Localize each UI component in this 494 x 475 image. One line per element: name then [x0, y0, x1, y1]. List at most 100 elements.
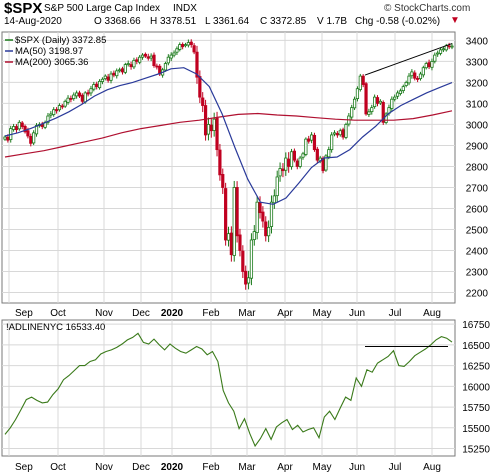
- price-candle-body: [241, 250, 245, 272]
- price-candle-body: [249, 239, 254, 279]
- price-candle-body: [324, 155, 328, 171]
- price-candle-body: [129, 64, 133, 68]
- price-candle-body: [424, 63, 428, 69]
- breadth-ytick-label: 16750: [462, 320, 490, 331]
- breadth-xtick-label: Dec: [132, 462, 150, 473]
- price-candle-body: [261, 211, 265, 222]
- price-xtick-label: Mar: [238, 308, 256, 319]
- price-xtick-label: Jun: [349, 308, 365, 319]
- price-ytick-label: 2400: [466, 246, 489, 257]
- price-candle-body: [373, 96, 377, 107]
- price-candle-body: [292, 150, 297, 161]
- price-candle-body: [103, 75, 107, 80]
- price-candle-body: [278, 168, 282, 177]
- chart-header: $SPX S&P 500 Large Cap Index INDX © Stoc…: [0, 0, 494, 32]
- price-candle-body: [29, 136, 33, 144]
- breadth-ytick-label: 15500: [462, 424, 490, 435]
- ma200-line: [4, 110, 453, 158]
- price-candle-body: [215, 117, 219, 151]
- price-candle-body: [92, 84, 96, 90]
- price-xtick-label: 2020: [161, 308, 184, 319]
- price-candle-body: [209, 124, 213, 132]
- price-candle-body: [120, 68, 125, 73]
- price-candle-body: [352, 98, 357, 109]
- price-candle-body: [413, 72, 417, 79]
- price-panel: 2200 2300 2400 2500 2600 2700 2800 2900 3000 3100…: [1, 31, 489, 319]
- price-candle-body: [232, 187, 236, 256]
- price-candle-body: [63, 100, 67, 107]
- price-candle-body: [393, 96, 397, 100]
- price-candle-body: [436, 52, 440, 55]
- price-xtick-label: Feb: [202, 308, 220, 319]
- price-candle-body: [407, 75, 411, 84]
- price-candle-body: [361, 75, 365, 85]
- price-candle-body: [86, 92, 90, 95]
- adline-line: [4, 332, 453, 448]
- price-candle-body: [433, 54, 437, 62]
- price-candle-body: [132, 59, 136, 68]
- price-candle-body: [72, 94, 76, 99]
- price-candle-body: [169, 54, 173, 59]
- price-candle-body: [34, 125, 39, 135]
- price-candle-body: [418, 73, 423, 80]
- price-candle-body: [80, 94, 84, 102]
- price-candle-body: [178, 44, 182, 50]
- price-xtick-label: Jul: [389, 308, 402, 319]
- price-candle-body: [149, 55, 153, 59]
- price-candle-body: [195, 51, 199, 78]
- breadth-xtick-label: Jul: [389, 462, 402, 473]
- stockcharts-brand[interactable]: © StockCharts.com: [384, 3, 471, 14]
- price-candle-body: [20, 122, 24, 127]
- price-candle-body: [143, 53, 148, 57]
- price-candle-body: [252, 231, 256, 240]
- ma50-line: [4, 67, 453, 205]
- price-candle-body: [32, 132, 36, 144]
- price-candle-body: [183, 44, 188, 47]
- price-candle-body: [238, 234, 242, 251]
- breadth-legend-label: !ADLINENYC 16533.40: [6, 322, 105, 333]
- price-candle-body: [438, 49, 443, 54]
- price-candle-body: [203, 105, 208, 136]
- price-candle-body: [212, 118, 216, 131]
- price-candle-body: [23, 125, 27, 133]
- symbol-title: $SPX: [4, 0, 43, 17]
- price-candle-body: [221, 174, 225, 188]
- price-candle-body: [115, 70, 119, 77]
- price-candle-body: [267, 226, 271, 237]
- price-candle-body: [198, 76, 202, 98]
- price-candle-body: [375, 97, 380, 104]
- price-candle-body: [370, 107, 374, 113]
- price-candle-body: [364, 83, 368, 115]
- price-candle-body: [332, 132, 337, 135]
- breadth-xtick-label: Apr: [277, 462, 293, 473]
- breadth-ytick-label: 16500: [462, 341, 490, 352]
- price-candle-body: [224, 188, 228, 241]
- price-candle-body: [338, 130, 342, 136]
- price-candle-body: [218, 149, 222, 176]
- price-candle-body: [355, 88, 360, 99]
- price-candle-body: [152, 54, 156, 67]
- price-candle-body: [441, 48, 446, 51]
- price-ytick-label: 3200: [466, 78, 489, 89]
- exchange-label: INDX: [173, 3, 197, 14]
- price-candle-body: [450, 45, 454, 48]
- breadth-xtick-label: 2020: [161, 462, 184, 473]
- price-candle-body: [264, 221, 268, 237]
- price-candle-body: [112, 72, 116, 76]
- price-candle-body: [229, 232, 233, 256]
- price-ytick-label: 2300: [466, 267, 489, 278]
- price-ytick-label: 2600: [466, 204, 489, 215]
- price-candle-body: [138, 56, 142, 63]
- price-candle-body: [126, 63, 130, 65]
- price-candle-body: [49, 113, 53, 116]
- price-candle-body: [118, 69, 122, 72]
- price-candle-body: [146, 56, 150, 59]
- price-candle-body: [69, 97, 73, 100]
- price-candle-body: [430, 61, 434, 68]
- quote-volume: V 1.7B: [317, 16, 348, 27]
- price-frame: [1, 31, 456, 304]
- breadth-xtick-label: Sep: [15, 462, 33, 473]
- price-candle-body: [106, 76, 110, 81]
- quote-change: Chg -0.58 (-0.02%): [355, 16, 441, 27]
